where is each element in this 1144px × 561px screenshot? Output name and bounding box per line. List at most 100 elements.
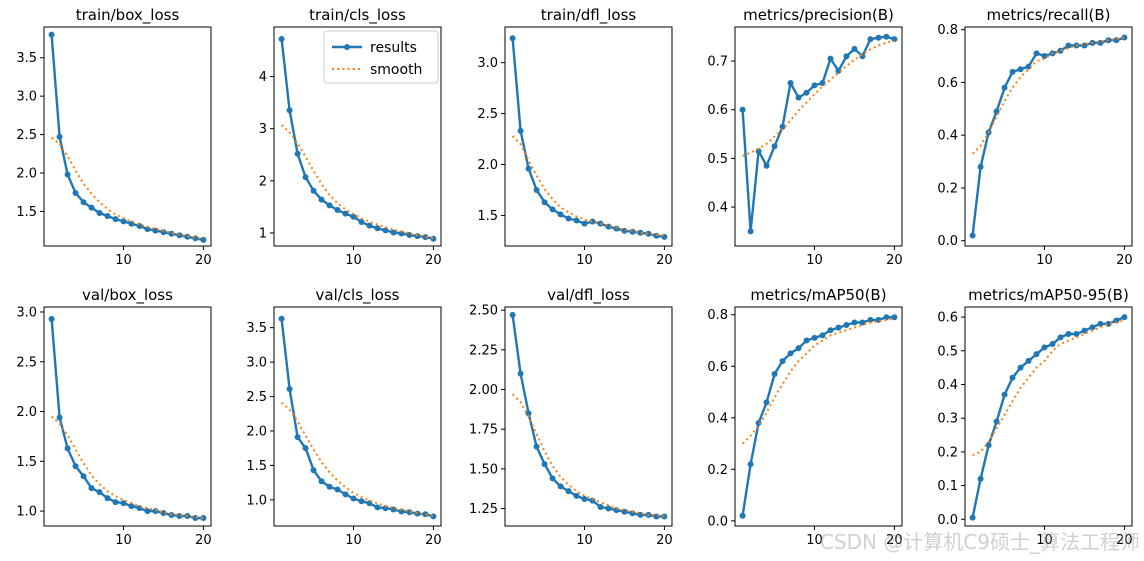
results-point (1009, 374, 1016, 381)
y-tick-label: 0.2 (937, 181, 958, 196)
results-point (152, 227, 159, 234)
axes-frame (43, 26, 212, 247)
axes-frame (734, 306, 903, 527)
chart-panel: val/cls_loss 10 20 1.0 1.5 2.0 2.5 3.0 3.5 (246, 286, 441, 548)
results-point (771, 370, 778, 377)
results-point (517, 127, 524, 134)
results-point (318, 478, 325, 485)
y-tick-label: 0.4 (937, 378, 958, 393)
chart-title: metrics/recall(B) (986, 6, 1110, 24)
results-point (827, 55, 834, 62)
results-point (1025, 357, 1032, 364)
results-point (1017, 364, 1024, 371)
results-point (48, 315, 55, 322)
results-point (1081, 327, 1088, 334)
x-tick-label: 20 (195, 533, 212, 548)
results-point (859, 53, 866, 60)
results-point (120, 500, 127, 507)
chart-title: val/box_loss (82, 286, 173, 305)
results-point (1041, 344, 1048, 351)
smooth-line (971, 36, 1125, 155)
x-tick-label: 20 (656, 253, 673, 268)
results-point (278, 315, 285, 322)
y-tick-label: 3.0 (246, 356, 267, 371)
smooth-line (280, 124, 434, 240)
results-point (200, 236, 207, 243)
results-line (511, 314, 665, 518)
results-point (969, 232, 976, 239)
results-point (581, 496, 588, 503)
results-point (517, 370, 524, 377)
results-point (390, 229, 397, 236)
axes-frame (504, 306, 673, 527)
results-point (1009, 68, 1016, 75)
results-point (398, 230, 405, 237)
results-point (1089, 324, 1096, 331)
results-point (302, 174, 309, 181)
results-point (80, 199, 87, 206)
results-point (200, 515, 207, 522)
y-tick-label: 1.5 (16, 205, 37, 220)
results-point (875, 34, 882, 41)
results-point (811, 334, 818, 341)
y-tick-label: 0.2 (937, 445, 958, 460)
results-point (88, 204, 95, 211)
chart-panel: metrics/mAP50(B) 10 20 0.0 0.2 0.4 0.6 0.8 (707, 286, 902, 548)
results-point (811, 82, 818, 89)
chart-panel: train/cls_loss 10 20 1 2 3 4 results smooth (259, 6, 442, 268)
y-tick-label: 1 (259, 226, 267, 241)
x-tick-label: 10 (1036, 533, 1053, 548)
results-point (334, 207, 341, 214)
smooth-line (511, 393, 665, 518)
chart-panel: val/box_loss 10 20 1.0 1.5 2.0 2.5 3.0 (16, 286, 211, 548)
results-point (1001, 391, 1008, 398)
results-point (1121, 34, 1128, 41)
y-tick-label: 2.0 (16, 405, 37, 420)
results-point (891, 36, 898, 43)
x-tick-label: 20 (886, 533, 903, 548)
results-point (1065, 330, 1072, 337)
chart-title: metrics/precision(B) (743, 6, 894, 24)
chart-title: val/cls_loss (316, 286, 400, 305)
chart-title: train/cls_loss (309, 6, 406, 25)
watermark: CSDN @计算机C9硕士_算法工程师 (819, 530, 1140, 554)
results-point (64, 171, 71, 178)
results-point (827, 327, 834, 334)
axes-frame (734, 26, 903, 247)
results-point (573, 217, 580, 224)
results-point (430, 513, 437, 520)
results-point (637, 511, 644, 518)
results-point (1033, 50, 1040, 57)
chart-panel: train/dfl_loss 10 20 1.5 2.0 2.5 3.0 (477, 6, 672, 268)
y-tick-label: 0.4 (937, 129, 958, 144)
y-tick-label: 2.5 (16, 355, 37, 370)
results-point (184, 233, 191, 240)
results-point (509, 35, 516, 42)
results-point (835, 324, 842, 331)
y-tick-label: 4 (259, 70, 267, 85)
chart-panel: metrics/precision(B) 10 20 0.4 0.5 0.6 0.7 (707, 6, 902, 268)
x-tick-label: 20 (1116, 253, 1133, 268)
y-tick-label: 1.25 (469, 502, 498, 517)
y-tick-label: 0.8 (937, 23, 958, 38)
y-tick-label: 1.5 (477, 209, 498, 224)
results-point (993, 418, 1000, 425)
chart-panel: metrics/mAP50-95(B) 10 20 0.0 0.1 0.2 0.3 0.4 0.… (937, 286, 1132, 548)
results-point (541, 199, 548, 206)
axes-frame (504, 26, 673, 247)
y-tick-label: 3.0 (16, 305, 37, 320)
results-point (374, 225, 381, 232)
results-point (1049, 341, 1056, 348)
x-tick-label: 20 (656, 533, 673, 548)
y-tick-label: 2.5 (246, 390, 267, 405)
y-tick-label: 0.6 (707, 360, 728, 375)
results-point (358, 498, 365, 505)
results-point (549, 206, 556, 213)
results-point (771, 143, 778, 150)
x-tick-label: 10 (1036, 253, 1053, 268)
results-point (286, 385, 293, 392)
axes-frame (43, 306, 212, 527)
results-point (382, 505, 389, 512)
results-point (144, 508, 151, 515)
results-point (795, 345, 802, 352)
